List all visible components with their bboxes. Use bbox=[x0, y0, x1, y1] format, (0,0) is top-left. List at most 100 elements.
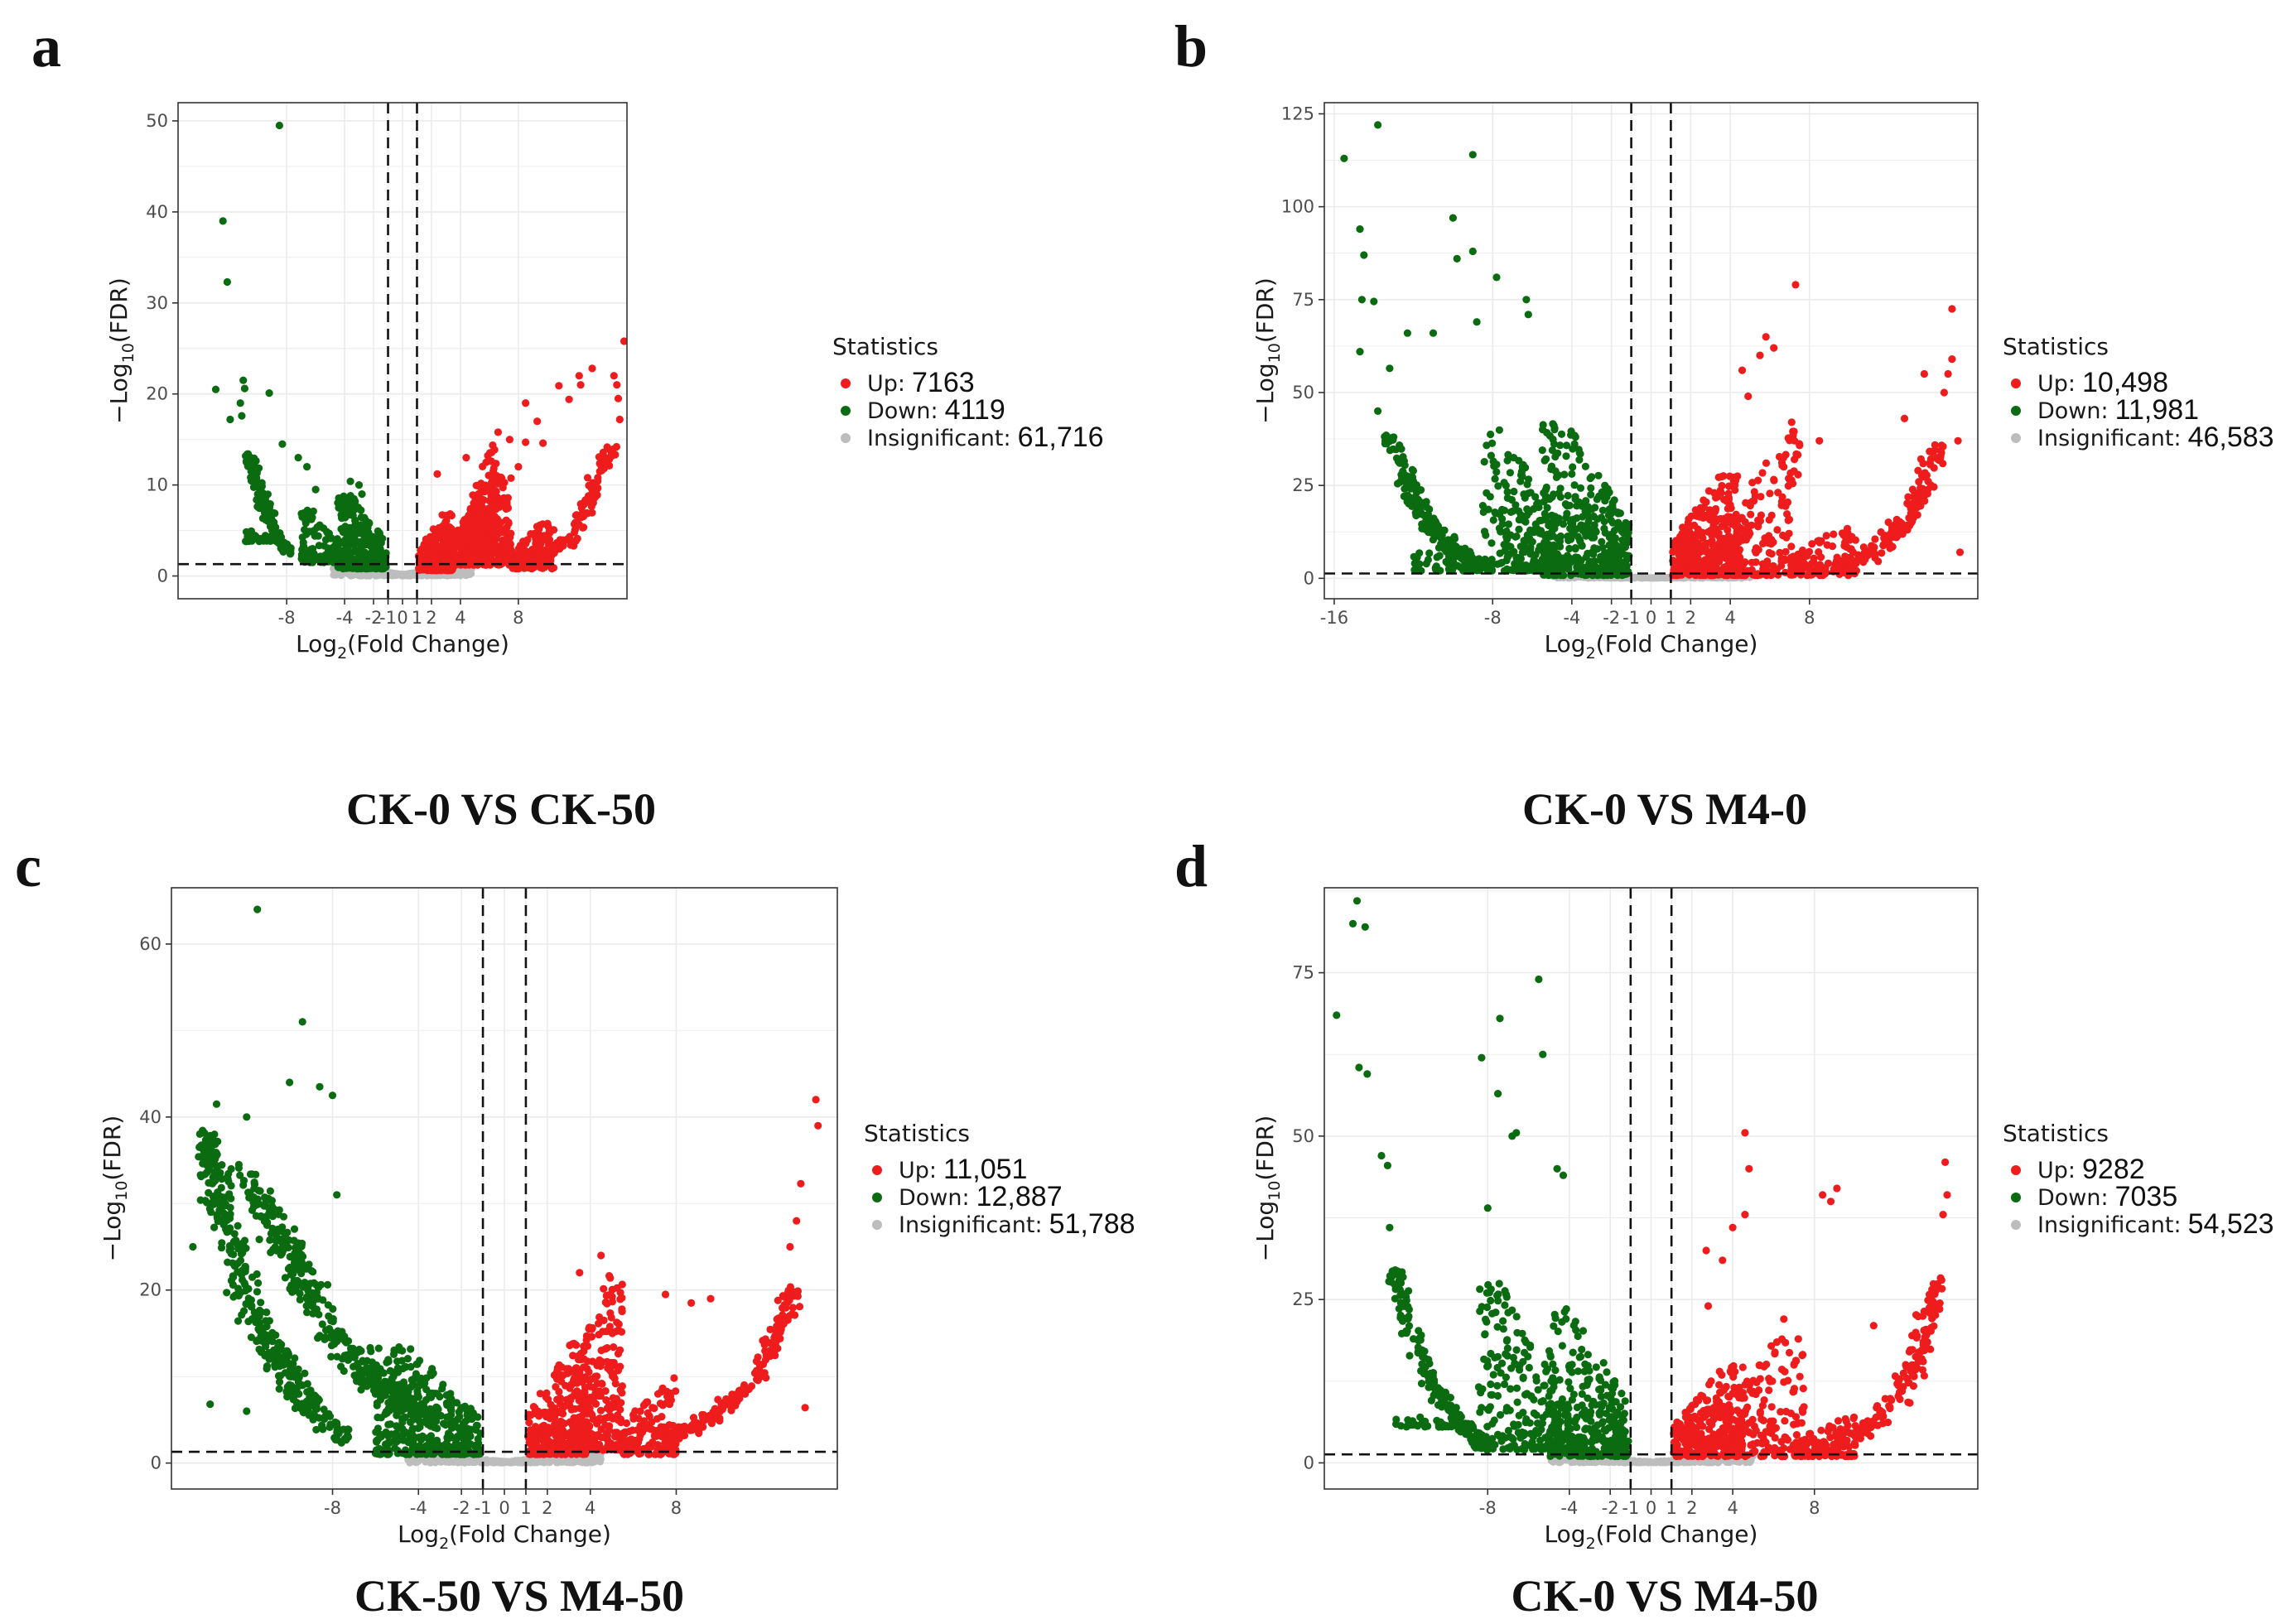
point-down bbox=[1619, 527, 1627, 535]
point-down bbox=[357, 506, 365, 514]
point-up bbox=[1741, 518, 1749, 527]
point-down bbox=[1502, 527, 1511, 536]
point-up bbox=[1871, 535, 1879, 543]
point-up bbox=[433, 542, 442, 551]
point-down bbox=[1573, 557, 1581, 565]
point-down bbox=[1497, 558, 1507, 567]
point-up bbox=[478, 497, 487, 505]
point-down bbox=[1526, 534, 1534, 542]
point-up bbox=[1931, 441, 1939, 450]
point-down bbox=[303, 463, 311, 471]
point-down bbox=[1555, 566, 1563, 575]
point-up bbox=[474, 491, 483, 499]
point-up bbox=[1704, 487, 1713, 495]
point-down bbox=[1403, 329, 1411, 337]
point-down bbox=[1523, 505, 1531, 513]
point-up bbox=[1724, 526, 1732, 534]
point-down bbox=[294, 454, 302, 462]
point-down bbox=[1435, 552, 1444, 560]
x-tick-label: -2 bbox=[365, 608, 383, 628]
point-up bbox=[465, 515, 473, 523]
point-down bbox=[303, 506, 311, 515]
y-tick-label: 0 bbox=[157, 566, 168, 586]
x-tick-label: -4 bbox=[1563, 608, 1580, 628]
point-down bbox=[374, 527, 382, 536]
point-down bbox=[1425, 528, 1433, 537]
point-up bbox=[495, 554, 504, 562]
point-up bbox=[1920, 369, 1928, 378]
point-up bbox=[1670, 547, 1678, 555]
point-down bbox=[348, 537, 356, 545]
point-up bbox=[1712, 494, 1720, 502]
point-down bbox=[1542, 455, 1550, 463]
panel-caption: CK-0 VS M4-0 bbox=[1522, 784, 1807, 834]
point-up bbox=[593, 491, 601, 499]
x-tick-label: 1 bbox=[412, 608, 422, 628]
point-down bbox=[1439, 526, 1447, 535]
point-down bbox=[311, 485, 320, 494]
point-up bbox=[1684, 518, 1692, 527]
point-up bbox=[1785, 529, 1793, 537]
point-down bbox=[1503, 456, 1512, 465]
point-down bbox=[1576, 450, 1584, 458]
point-up bbox=[1926, 455, 1935, 463]
point-down bbox=[1601, 497, 1609, 505]
point-down bbox=[1613, 564, 1622, 572]
point-down bbox=[239, 376, 248, 384]
point-down bbox=[249, 483, 258, 492]
point-up bbox=[1926, 481, 1935, 489]
point-up bbox=[1904, 493, 1912, 501]
point-up bbox=[1708, 537, 1716, 545]
point-insignificant bbox=[451, 1457, 458, 1464]
point-up bbox=[538, 547, 547, 555]
point-down bbox=[1412, 489, 1420, 497]
x-tick-label: 2 bbox=[426, 608, 436, 628]
point-up bbox=[542, 553, 551, 561]
point-down bbox=[1540, 561, 1549, 571]
point-down bbox=[1502, 542, 1510, 550]
point-down bbox=[1394, 457, 1402, 465]
point-up bbox=[1753, 521, 1762, 529]
point-up bbox=[1830, 530, 1838, 538]
point-down bbox=[1576, 484, 1585, 493]
point-up bbox=[482, 458, 490, 466]
point-up bbox=[1909, 514, 1917, 523]
point-down bbox=[1565, 536, 1573, 545]
point-up bbox=[479, 542, 487, 550]
point-down bbox=[1462, 553, 1470, 561]
point-up bbox=[507, 474, 515, 483]
point-down bbox=[1597, 557, 1606, 566]
x-tick-label: -16 bbox=[1320, 608, 1348, 628]
point-down bbox=[1468, 247, 1477, 256]
point-up bbox=[1747, 499, 1755, 507]
point-down bbox=[1588, 473, 1596, 481]
legend-marker-down bbox=[2011, 406, 2021, 416]
point-down bbox=[1487, 539, 1496, 547]
legend-label-down: Down: bbox=[2037, 398, 2109, 424]
point-down bbox=[1487, 430, 1495, 439]
x-tick-label: 8 bbox=[1804, 608, 1815, 628]
point-up bbox=[1679, 523, 1687, 532]
point-up bbox=[1680, 546, 1689, 554]
x-tick-label: 4 bbox=[1724, 608, 1735, 628]
point-down bbox=[1611, 534, 1619, 542]
point-down bbox=[338, 553, 346, 561]
point-up bbox=[1787, 542, 1796, 551]
point-down bbox=[1570, 481, 1579, 489]
point-down bbox=[378, 557, 386, 566]
point-down bbox=[1356, 348, 1364, 356]
point-down bbox=[1512, 532, 1520, 541]
point-down bbox=[275, 121, 283, 130]
point-down bbox=[304, 552, 312, 561]
point-up bbox=[1787, 418, 1796, 426]
point-down bbox=[1540, 544, 1549, 552]
point-down bbox=[1492, 468, 1501, 476]
point-up bbox=[1789, 431, 1797, 440]
point-up bbox=[1685, 537, 1694, 546]
point-down bbox=[1403, 476, 1411, 484]
point-up bbox=[575, 372, 583, 380]
point-down bbox=[1444, 552, 1454, 561]
